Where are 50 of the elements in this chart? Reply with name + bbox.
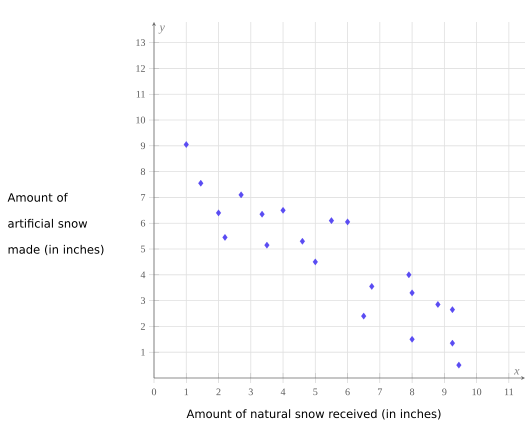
y-tick-label: 12	[136, 65, 145, 72]
x-tick-label: 5	[313, 388, 318, 396]
x-tick-label: 10	[472, 388, 482, 396]
point	[259, 210, 265, 218]
x-tick-label: 7	[378, 388, 382, 396]
point	[406, 271, 412, 278]
y-tick-label: 11	[136, 90, 145, 98]
y-tick-label: 10	[136, 116, 146, 124]
point	[280, 206, 286, 214]
y-tick-label: 5	[141, 246, 146, 252]
x-axis-title: Amount of natural snow received (in inches)	[186, 409, 441, 420]
point	[409, 336, 415, 343]
point	[184, 141, 189, 148]
point	[216, 210, 222, 216]
y-tick-label: 6	[140, 220, 146, 227]
y-tick-label: 2	[140, 323, 145, 330]
annotation: y	[158, 26, 165, 34]
x-tick-label: 2	[216, 388, 220, 396]
y-tick-label: 9	[140, 142, 146, 150]
x-tick-label: 1	[184, 388, 188, 396]
point	[450, 340, 456, 347]
point	[361, 312, 366, 320]
point	[222, 234, 228, 241]
point	[312, 258, 318, 266]
annotation: x	[514, 368, 520, 374]
y-tick-label: 1	[141, 348, 145, 356]
text: Amount of artificial snow made (in inches)	[8, 192, 104, 256]
y-tick-label: 13	[136, 39, 146, 46]
point	[328, 217, 334, 224]
point	[344, 218, 350, 226]
point	[238, 191, 244, 198]
x-tick-label: 11	[504, 388, 514, 396]
y-tick-label: 4	[140, 272, 146, 278]
point	[300, 238, 305, 245]
x-tick-label: 4	[280, 388, 286, 396]
x-tick-label: 6	[345, 388, 350, 396]
x-tick-label: 0	[152, 388, 156, 396]
point	[435, 301, 440, 308]
point	[456, 362, 462, 369]
point	[198, 180, 204, 187]
y-tick-label: 7	[141, 194, 146, 201]
x-tick-label: 3	[248, 388, 253, 396]
point	[264, 242, 270, 249]
y-tick-label: 3	[140, 297, 146, 304]
x-tick-label: 9	[442, 388, 446, 396]
point	[409, 289, 415, 296]
y-tick-label: 8	[140, 168, 146, 175]
point	[450, 306, 456, 314]
x-tick-label: 8	[410, 388, 414, 396]
point	[369, 283, 374, 290]
